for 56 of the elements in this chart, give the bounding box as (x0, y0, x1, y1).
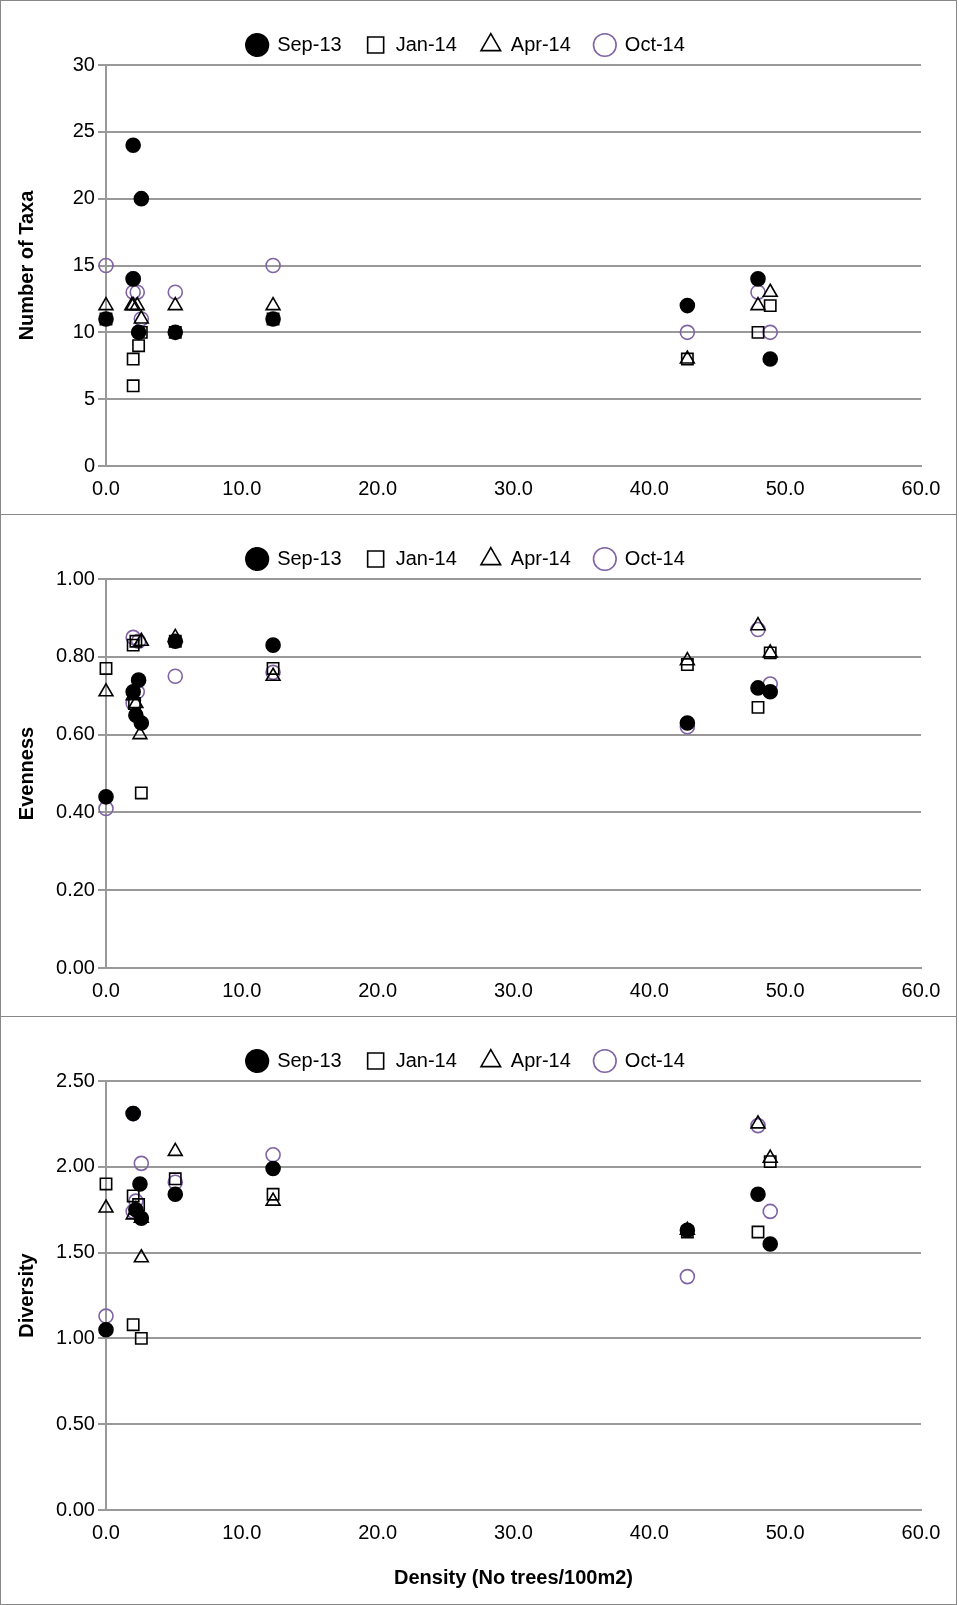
legend-label: Apr-14 (510, 546, 571, 569)
y-tick-label: 0.50 (56, 1411, 95, 1434)
x-tick-label: 40.0 (629, 978, 669, 1001)
x-tick-label: 10.0 (222, 1520, 262, 1543)
y-tick-label: 2.50 (56, 1068, 95, 1091)
legend-label: Oct-14 (624, 32, 685, 55)
y-tick-label: 0.00 (56, 1497, 95, 1520)
y-tick-label: 0.00 (56, 955, 95, 978)
x-tick-label: 0.0 (92, 978, 120, 1001)
x-tick-label: 60.0 (901, 476, 941, 499)
y-axis-title: Evenness (14, 726, 37, 821)
x-tick-label: 10.0 (222, 978, 262, 1001)
x-tick-label: 30.0 (494, 476, 533, 499)
x-axis-title: Density (No trees/100m2) (394, 1565, 633, 1588)
legend-label: Jan-14 (395, 32, 457, 55)
y-tick-label: 20 (72, 186, 95, 209)
y-tick-label: 1.00 (56, 566, 95, 589)
legend-label: Jan-14 (395, 546, 457, 569)
y-tick-label: 0 (83, 453, 95, 476)
x-tick-label: 0.0 (92, 476, 120, 499)
legend-label: Jan-14 (395, 1048, 457, 1071)
x-tick-label: 50.0 (765, 1520, 805, 1543)
y-tick-label: 1.50 (56, 1240, 95, 1263)
y-tick-label: 2.00 (56, 1154, 95, 1177)
x-tick-label: 60.0 (901, 1520, 941, 1543)
y-tick-label: 1.00 (56, 1325, 95, 1348)
y-tick-label: 10 (72, 319, 95, 342)
legend-label: Sep-13 (277, 1048, 342, 1071)
y-tick-label: 25 (72, 119, 95, 142)
x-tick-label: 0.0 (92, 1520, 120, 1543)
y-tick-label: 0.60 (56, 722, 95, 745)
y-tick-label: 5 (83, 386, 95, 409)
x-tick-label: 50.0 (765, 476, 805, 499)
legend-label: Apr-14 (510, 1048, 571, 1071)
x-tick-label: 40.0 (629, 1520, 669, 1543)
legend-label: Apr-14 (510, 32, 571, 55)
legend-label: Sep-13 (277, 32, 342, 55)
y-tick-label: 0.20 (56, 877, 95, 900)
x-tick-label: 30.0 (494, 978, 533, 1001)
x-tick-label: 40.0 (629, 476, 669, 499)
legend-label: Oct-14 (624, 546, 685, 569)
x-tick-label: 10.0 (222, 476, 262, 499)
y-tick-label: 0.40 (56, 799, 95, 822)
legend-label: Oct-14 (624, 1048, 685, 1071)
legend-label: Sep-13 (277, 546, 342, 569)
y-axis-title: Diversity (14, 1252, 37, 1338)
x-tick-label: 30.0 (494, 1520, 533, 1543)
x-tick-label: 20.0 (358, 978, 398, 1001)
x-tick-label: 60.0 (901, 978, 941, 1001)
y-axis-title: Number of Taxa (14, 189, 37, 341)
y-tick-label: 15 (72, 253, 95, 276)
x-tick-label: 50.0 (765, 978, 805, 1001)
y-tick-label: 0.80 (56, 644, 95, 667)
y-tick-label: 30 (72, 52, 95, 75)
x-tick-label: 20.0 (358, 476, 398, 499)
x-tick-label: 20.0 (358, 1520, 398, 1543)
